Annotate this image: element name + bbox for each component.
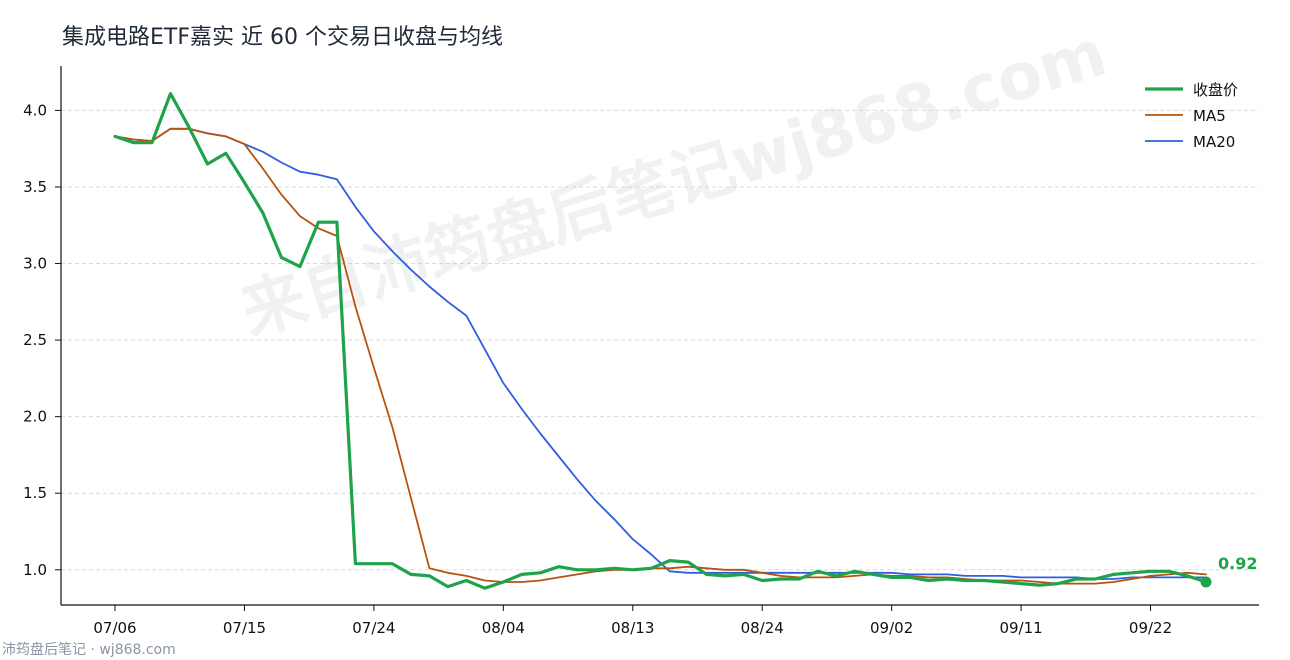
- x-tick-label: 09/22: [1129, 619, 1172, 637]
- x-ticks: 07/06 07/15 07/24 08/04 08/13 08/24 09/02 09/11…: [93, 605, 1172, 637]
- x-tick-label: 07/06: [93, 619, 136, 637]
- ma5-line: [114, 127, 1207, 585]
- y-tick-label: 1.5: [23, 484, 47, 502]
- legend-close-label: 收盘价: [1193, 81, 1238, 99]
- y-tick-label: 2.5: [23, 331, 47, 349]
- x-tick-label: 07/24: [352, 619, 395, 637]
- grid: [61, 109, 1259, 571]
- legend: 收盘价 MA5 MA20: [1145, 81, 1238, 151]
- y-ticks: 1.0 1.5 2.0 2.5 3.0 3.5 4.0: [23, 101, 61, 579]
- legend-ma20-label: MA20: [1193, 133, 1235, 151]
- y-tick-label: 2.0: [23, 408, 47, 426]
- y-tick-label: 3.5: [23, 178, 47, 196]
- x-tick-label: 08/04: [482, 619, 525, 637]
- x-tick-label: 09/11: [999, 619, 1042, 637]
- legend-ma5-label: MA5: [1193, 107, 1226, 125]
- series-lines: [113, 92, 1208, 590]
- chart-title: 集成电路ETF嘉实 近 60 个交易日收盘与均线: [62, 25, 503, 50]
- footer-text: 沛筠盘后笔记 · wj868.com: [2, 641, 176, 658]
- x-tick-label: 07/15: [223, 619, 266, 637]
- y-tick-label: 4.0: [23, 101, 47, 119]
- last-point-marker: [1200, 576, 1212, 588]
- x-tick-label: 08/13: [611, 619, 654, 637]
- last-point: 0.92: [1200, 554, 1257, 588]
- x-tick-label: 09/02: [870, 619, 913, 637]
- y-tick-label: 3.0: [23, 255, 47, 273]
- x-tick-label: 08/24: [741, 619, 784, 637]
- last-value-label: 0.92: [1218, 554, 1257, 573]
- axes: [60, 66, 1259, 606]
- close-price-line: [113, 92, 1208, 590]
- y-tick-label: 1.0: [23, 561, 47, 579]
